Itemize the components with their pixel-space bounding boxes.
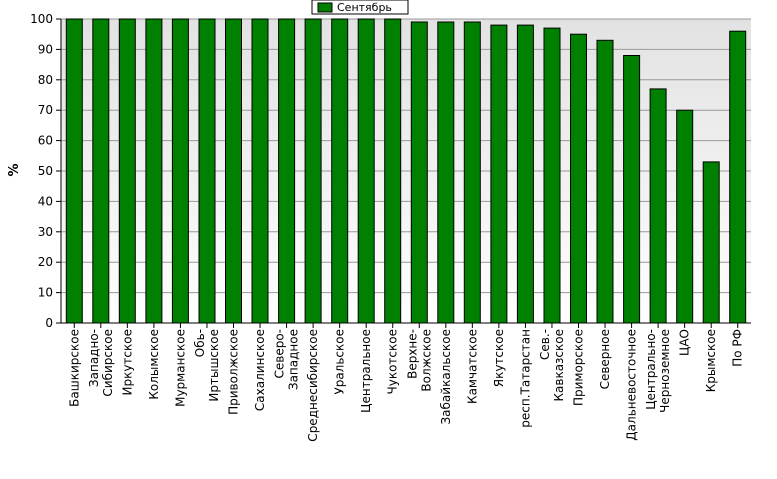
bars: [65, 18, 747, 324]
bar: [65, 18, 83, 324]
bar: [463, 21, 481, 324]
y-tick-label: 40: [38, 194, 53, 208]
x-tick-label: Иртышское: [207, 329, 221, 402]
y-tick-label: 50: [38, 164, 53, 178]
y-tick-labels: 0 10 20 30 40 50 60 70 80 90 100: [30, 12, 53, 330]
bar: [384, 18, 402, 324]
y-tick-label: 20: [38, 255, 53, 269]
x-tick-labels: Башкирское Западно- Сибирское Иркутское Колы…: [67, 329, 744, 442]
x-tick-label: Сахалинское: [253, 329, 267, 411]
bar: [118, 18, 136, 324]
x-tick-label: Приволжское: [227, 329, 241, 415]
bar: [92, 18, 110, 324]
x-tick-label: Башкирское: [67, 329, 81, 407]
y-tick-label: 30: [38, 225, 53, 239]
x-tick-label: Верхне-: [405, 329, 419, 379]
legend: Сентябрь: [311, 0, 409, 15]
legend-box: [311, 0, 409, 15]
x-tick-label: По РФ: [731, 329, 745, 367]
y-tick-label: 70: [38, 103, 53, 117]
bar: [516, 24, 534, 324]
bar: [304, 18, 322, 324]
legend-swatch: [317, 2, 333, 13]
axes: [56, 18, 751, 328]
bar: [649, 88, 667, 324]
x-tick-label: Центральное: [359, 329, 373, 413]
bar: [437, 21, 455, 324]
x-tick-label: Якутское: [492, 329, 506, 387]
bar: [676, 109, 694, 324]
y-tick-label: 60: [38, 134, 53, 148]
x-tick-label: Центрально-: [644, 329, 658, 410]
y-tick-label: 80: [38, 73, 53, 87]
x-tick-label: Мурманское: [173, 329, 187, 407]
bar: [278, 18, 296, 324]
x-tick-label: Северо-: [273, 329, 287, 379]
bar: [145, 18, 163, 324]
bar: [543, 27, 561, 324]
bar: [729, 30, 747, 324]
bar: [331, 18, 349, 324]
x-tick-label: Сев.-: [538, 329, 552, 360]
bar: [225, 18, 242, 324]
y-axis-label: %: [7, 163, 22, 176]
x-tick-label: Чукотское: [386, 329, 400, 394]
x-tick-label: Западно-: [87, 329, 101, 387]
bar: [623, 55, 641, 324]
bar: [596, 39, 614, 324]
x-tick-label: Забайкальское: [439, 329, 453, 425]
bar: [410, 21, 428, 324]
bar: [198, 18, 216, 324]
x-tick-label: Западное: [287, 329, 301, 390]
bar: [702, 161, 720, 324]
x-tick-label: Приморское: [572, 329, 586, 406]
bar: [490, 24, 508, 324]
x-tick-label: Крымское: [704, 329, 718, 392]
x-tick-label: ЦАО: [678, 329, 692, 356]
x-tick-label: Колымское: [147, 329, 161, 400]
x-tick-label: Черноземное: [658, 329, 672, 413]
y-tick-label: 90: [38, 42, 53, 56]
x-tick-label: Северное: [598, 329, 612, 389]
y-tick-label: 100: [30, 12, 53, 26]
x-tick-label: Камчатское: [465, 329, 479, 404]
legend-label: Сентябрь: [337, 1, 392, 14]
x-tick-label: Волжское: [419, 329, 433, 392]
x-tick-label: Иркутское: [120, 329, 134, 396]
x-tick-label: респ.Татарстан: [518, 329, 532, 428]
x-tick-label: Кавказское: [552, 329, 566, 402]
bar: [251, 18, 269, 324]
bar: [570, 33, 587, 324]
x-tick-label: Среднесибирское: [306, 329, 320, 442]
y-tick-label: 0: [45, 316, 53, 330]
bar: [357, 18, 375, 324]
x-tick-label: Уральское: [333, 329, 347, 395]
x-tick-label: Обь-: [193, 329, 207, 357]
x-tick-label: Сибирское: [101, 329, 115, 397]
x-tick-label: Дальневосточное: [625, 329, 639, 441]
bar: [171, 18, 189, 324]
y-tick-label: 10: [38, 286, 53, 300]
